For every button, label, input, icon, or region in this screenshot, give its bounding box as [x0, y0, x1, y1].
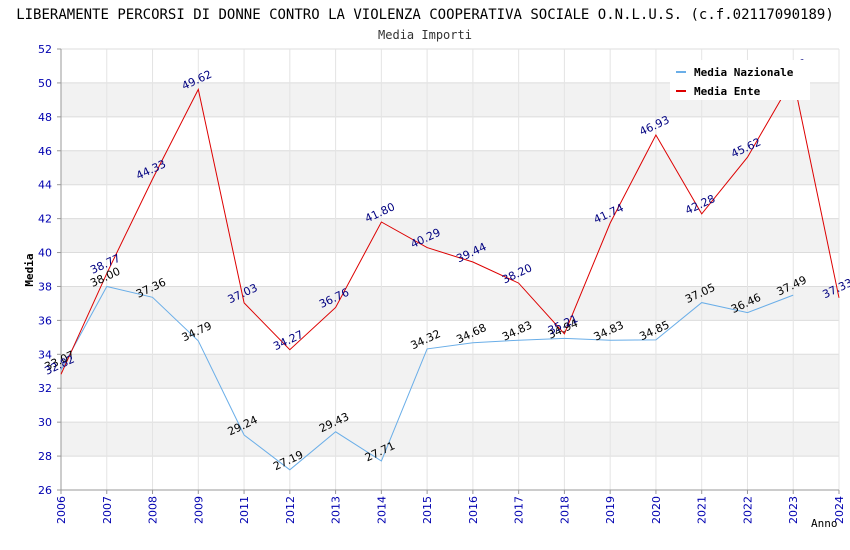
y-tick-label: 28 [38, 450, 52, 463]
y-tick-label: 36 [38, 314, 52, 327]
x-tick-label: 2008 [147, 496, 160, 524]
x-tick-label: 2023 [787, 496, 800, 524]
plot-band [61, 320, 839, 355]
y-tick-labels: 26 28 30 32 34 36 38 40 42 44 46 48 50 52 [38, 43, 52, 497]
plot-band [61, 286, 839, 321]
plot-band [61, 116, 839, 151]
y-tick-label: 42 [38, 213, 52, 226]
chart-subtitle: Media Importi [378, 28, 472, 42]
y-axis-label: Media [23, 253, 36, 286]
plot-band [61, 456, 839, 490]
y-tick-label: 26 [38, 484, 52, 497]
x-tick-label: 2018 [558, 496, 571, 524]
y-tick-label: 38 [38, 280, 52, 293]
legend: Media Nazionale Media Ente [670, 60, 810, 100]
x-tick-label: 2015 [421, 496, 434, 524]
y-tick-label: 34 [38, 348, 52, 361]
series-lines [60, 76, 840, 471]
series-line-media-nazionale [60, 285, 794, 471]
chart-title: LIBERAMENTE PERCORSI DI DONNE CONTRO LA … [16, 7, 834, 23]
gridlines [60, 48, 840, 491]
plot-background [61, 49, 839, 490]
x-tick-label: 2016 [467, 496, 480, 524]
x-axis-label: Anno [811, 517, 838, 530]
y-tick-label: 46 [38, 145, 52, 158]
x-tick-label: 2012 [284, 496, 297, 524]
x-tick-label: 2013 [330, 496, 343, 524]
legend-label: Media Ente [694, 85, 761, 98]
plot-band [61, 422, 839, 457]
x-tick-label: 2020 [650, 496, 663, 524]
x-tick-label: 2017 [513, 496, 526, 524]
plot-band [61, 388, 839, 423]
y-tick-label: 50 [38, 77, 52, 90]
x-tick-label: 2006 [55, 496, 68, 524]
x-tick-label: 2019 [604, 496, 617, 524]
y-tick-label: 44 [38, 179, 52, 192]
plot-band [61, 252, 839, 287]
plot-band [61, 184, 839, 219]
y-tick-label: 30 [38, 416, 52, 429]
y-tick-label: 52 [38, 43, 52, 56]
legend-label: Media Nazionale [694, 66, 794, 79]
x-tick-label: 2014 [375, 496, 388, 524]
x-tick-label: 2007 [101, 496, 114, 524]
legend-box [670, 60, 810, 100]
x-tick-labels: 2006 2007 2008 2009 2011 2012 2013 2014 2015 2016… [55, 496, 846, 524]
plot-band [61, 354, 839, 389]
plot-band [61, 218, 839, 253]
x-tick-label: 2009 [192, 496, 205, 524]
x-tick-label: 2011 [238, 496, 251, 524]
y-tick-label: 40 [38, 247, 52, 260]
plot-band [61, 150, 839, 185]
y-tick-label: 32 [38, 382, 52, 395]
x-tick-label: 2022 [741, 496, 754, 524]
axes [57, 48, 840, 494]
x-tick-label: 2024 [833, 496, 846, 524]
x-tick-label: 2021 [696, 496, 709, 524]
y-tick-label: 48 [38, 111, 52, 124]
series-line-media-ente [60, 76, 840, 375]
